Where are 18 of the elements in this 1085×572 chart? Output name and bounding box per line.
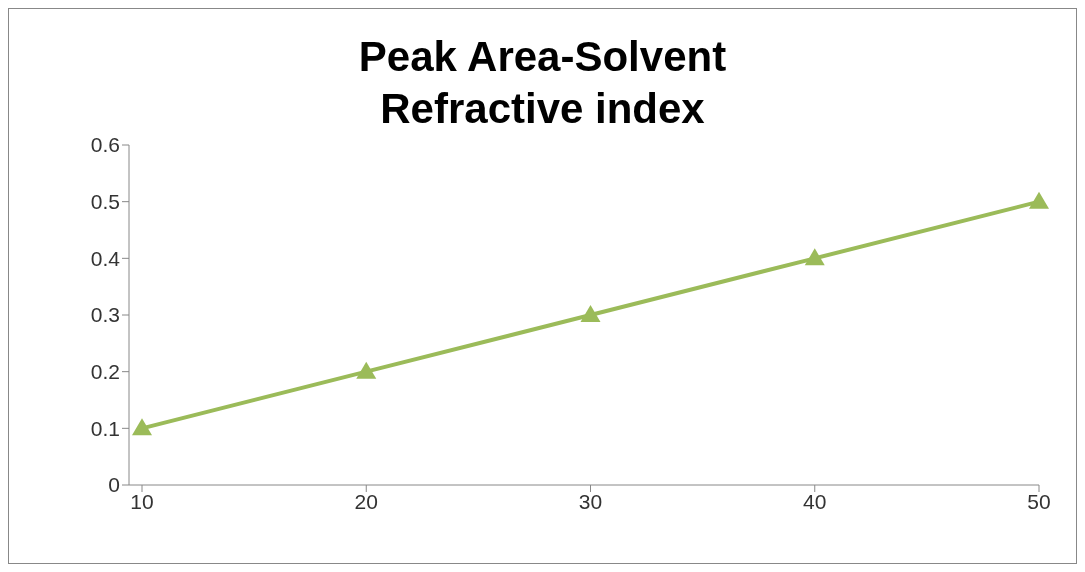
point [804, 248, 825, 266]
x-tick-label: 20 [354, 489, 378, 513]
y-tick-label: 0.4 [90, 246, 121, 270]
x-tick-label: 40 [803, 489, 827, 513]
chart-title: Peak Area-Solvent Refractive index [357, 32, 728, 134]
x-tick-label: 30 [578, 489, 603, 513]
point [356, 361, 377, 379]
y-tick-label: 0.3 [90, 303, 120, 327]
y-tick-label: 0.1 [90, 416, 120, 440]
point [580, 305, 601, 322]
y-tick-label: 0.6 [90, 133, 120, 157]
x-tick-label: 10 [130, 489, 154, 513]
y-tick-label: 0.2 [90, 360, 120, 384]
y-tick-label: 0 [108, 473, 120, 497]
y-tick-label: 0.5 [90, 190, 120, 214]
point [1029, 191, 1049, 209]
x-tick-label: 50 [1027, 489, 1051, 513]
point [132, 418, 152, 436]
